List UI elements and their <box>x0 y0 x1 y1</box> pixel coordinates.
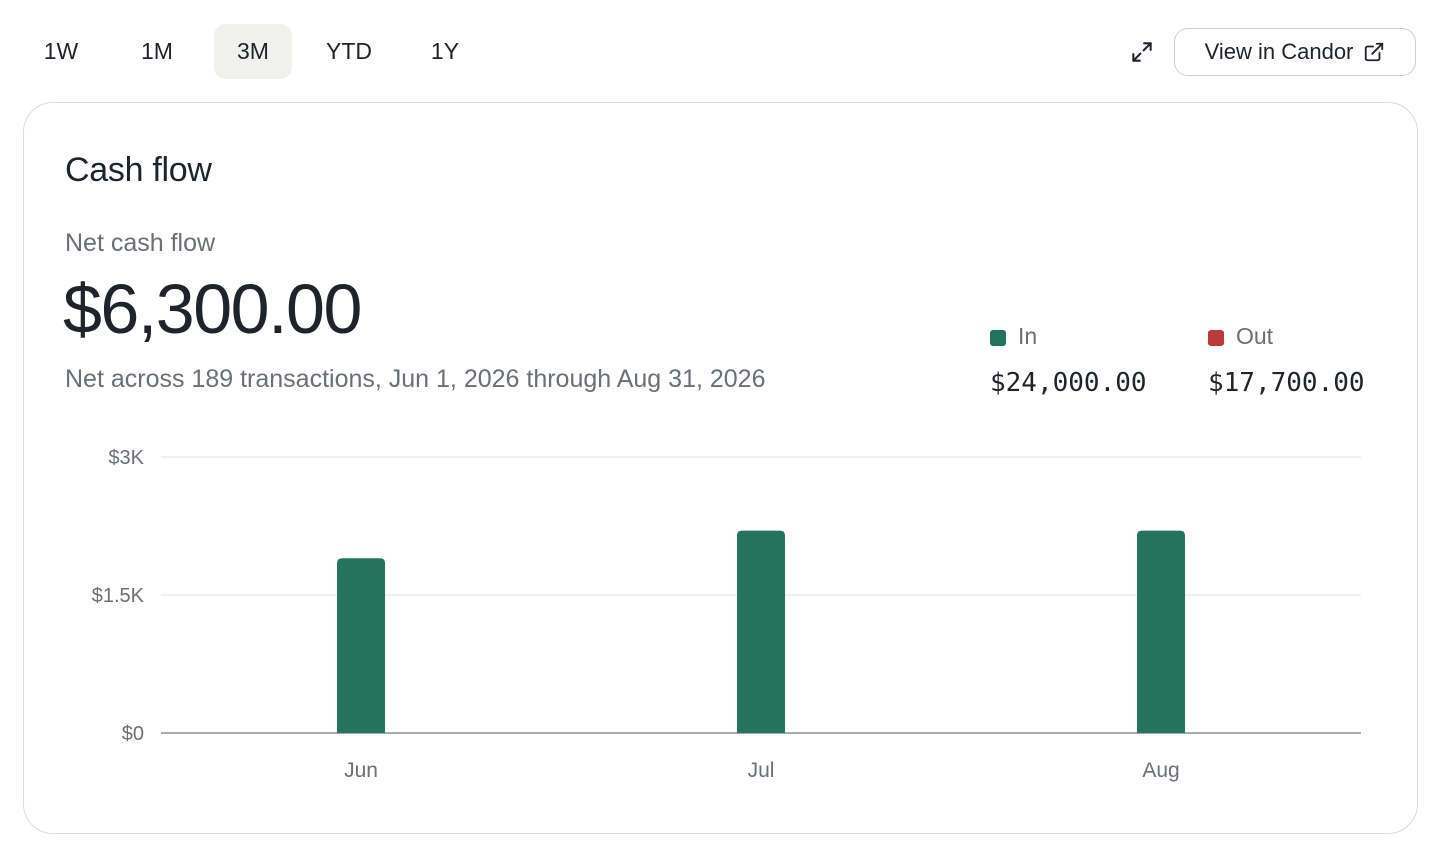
range-tab-1w[interactable]: 1W <box>43 38 79 64</box>
legend-item-in: In $24,000.00 <box>990 323 1147 398</box>
y-tick-label: $3K <box>108 447 144 469</box>
view-in-candor-label: View in Candor <box>1204 39 1354 64</box>
x-tick-label: Aug <box>1142 759 1179 782</box>
toolbar: 1W 1M 3M YTD 1Y View in Candor <box>0 0 1440 100</box>
view-in-candor-button[interactable]: View in Candor <box>1174 28 1416 76</box>
cash-flow-card: Cash flow Net cash flow $6,300.00 Net ac… <box>23 102 1418 834</box>
bar-in-jun <box>337 558 385 733</box>
range-tab-3m[interactable]: 3M <box>214 24 292 79</box>
card-title: Cash flow <box>65 151 212 189</box>
legend-label-in: In <box>1018 323 1038 349</box>
external-link-icon <box>1365 42 1384 62</box>
y-tick-label: $0 <box>122 723 144 745</box>
net-cash-flow-subtitle: Net across 189 transactions, Jun 1, 2026… <box>65 365 766 393</box>
range-tab-1y[interactable]: 1Y <box>430 38 460 64</box>
bar-in-aug <box>1137 530 1185 733</box>
bar-in-jul <box>737 530 785 733</box>
y-tick-label: $1.5K <box>92 585 145 607</box>
legend-amount-out: $17,700.00 <box>1208 368 1365 398</box>
net-cash-flow-label: Net cash flow <box>65 229 216 257</box>
legend-swatch-in <box>990 329 1006 346</box>
expand-button[interactable] <box>1124 34 1160 70</box>
legend-amount-in: $24,000.00 <box>990 368 1147 398</box>
expand-arrows-icon <box>1132 42 1152 62</box>
legend-label-out: Out <box>1236 323 1274 349</box>
x-tick-label: Jul <box>748 759 775 782</box>
range-tab-ytd[interactable]: YTD <box>326 38 372 64</box>
cash-flow-chart: $0 $1.5K $3K Jun Jul Aug <box>92 447 1361 782</box>
range-tab-1m[interactable]: 1M <box>141 38 173 64</box>
legend-item-out: Out $17,700.00 <box>1208 323 1365 398</box>
net-cash-flow-value: $6,300.00 <box>63 270 362 348</box>
legend-swatch-out <box>1208 329 1224 346</box>
x-tick-label: Jun <box>344 759 378 782</box>
range-selector: 1W 1M 3M YTD 1Y <box>22 24 502 79</box>
